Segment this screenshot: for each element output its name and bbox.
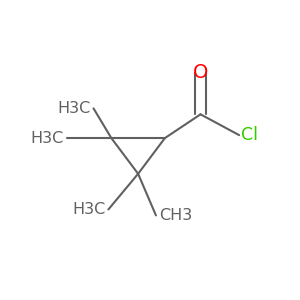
Text: Cl: Cl <box>241 126 258 144</box>
Text: H3C: H3C <box>72 202 105 217</box>
Text: CH3: CH3 <box>159 208 192 223</box>
Text: O: O <box>193 63 208 82</box>
Text: H3C: H3C <box>31 130 64 146</box>
Text: H3C: H3C <box>57 101 91 116</box>
